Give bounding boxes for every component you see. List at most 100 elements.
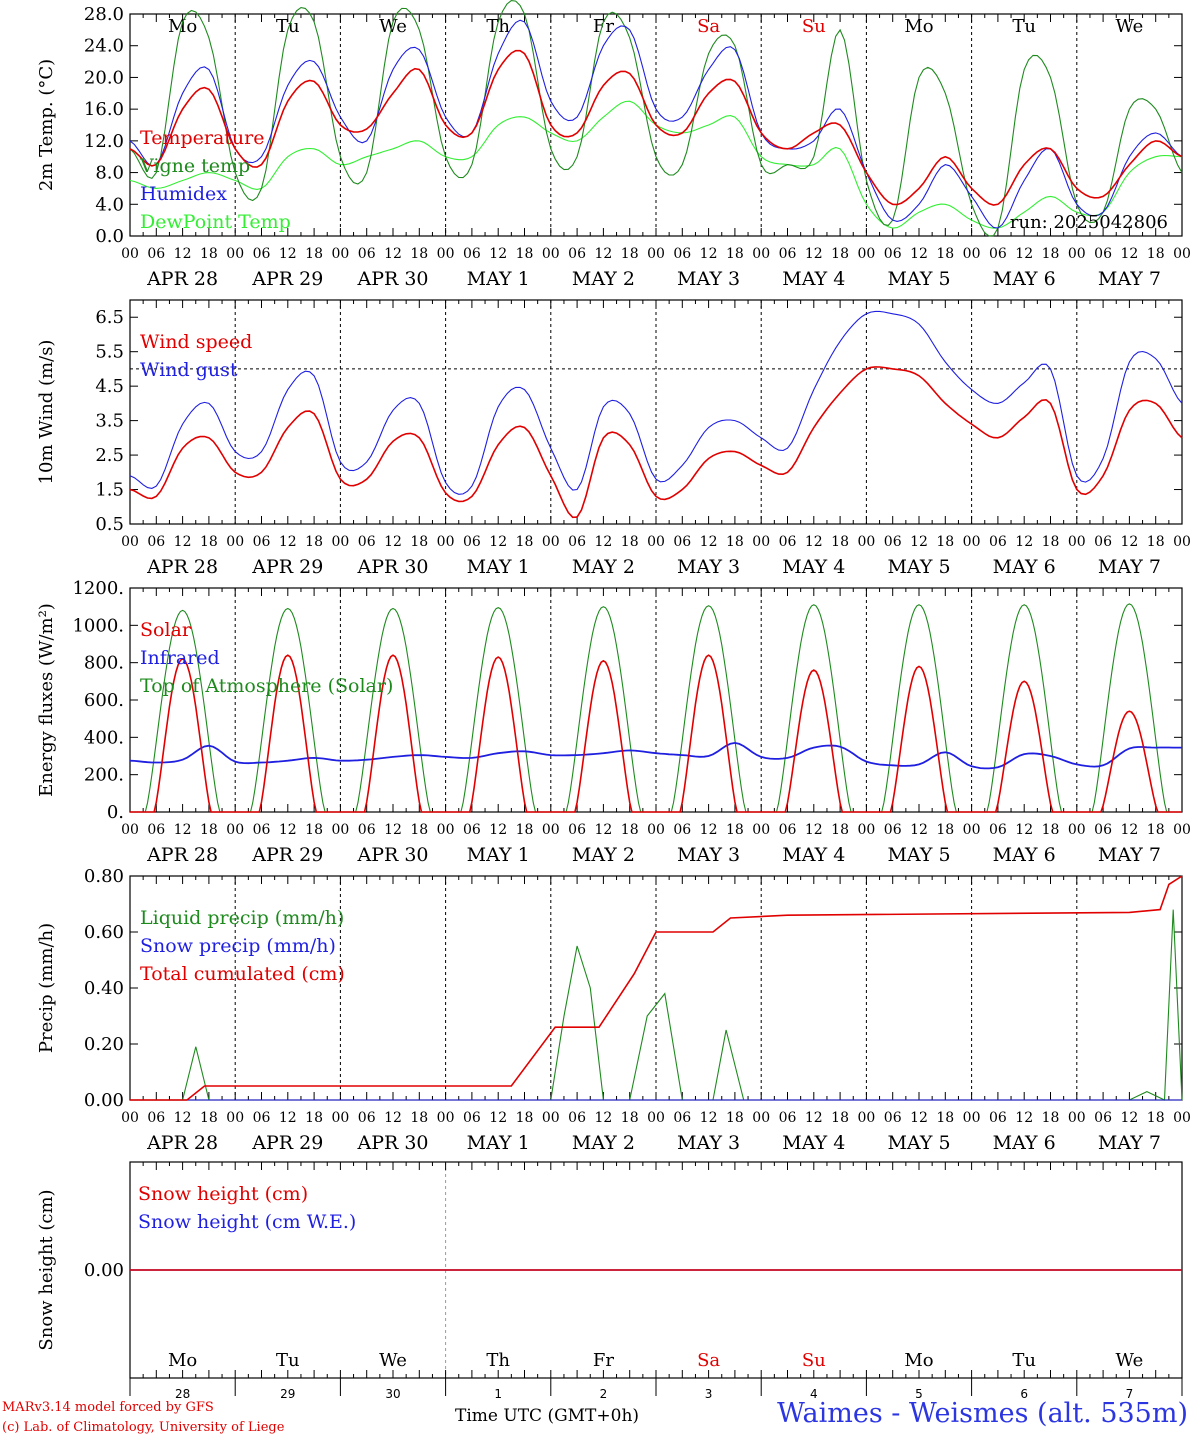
y-tick-label: 1200. [72, 578, 124, 599]
x-date-label: APR 30 [356, 268, 428, 290]
day-name-label: Mo [904, 16, 933, 37]
x-hour-label: 12 [384, 1110, 402, 1126]
x-hour-label: 06 [568, 534, 586, 550]
lab-credit: (c) Lab. of Climatology, University of L… [2, 1420, 285, 1435]
day-name-label: Tu [1012, 16, 1036, 37]
y-axis-label: Snow height (cm) [36, 1189, 57, 1350]
y-tick-label: 800. [84, 653, 124, 674]
x-hour-label: 06 [358, 822, 376, 838]
x-hour-label: 12 [700, 534, 718, 550]
meteogram: 0.0 4.0 8.0 12.0 16.0 20.0 24.0 28.0 2m Temp. (°… [36, 0, 1191, 1400]
x-hour-label: 00 [226, 822, 244, 838]
x-hour-label: 00 [857, 534, 875, 550]
x-hour-label: 06 [673, 1110, 691, 1126]
x-hour-label: 00 [226, 1110, 244, 1126]
y-tick-label: 0.40 [84, 978, 124, 999]
x-hour-label: 18 [1147, 534, 1165, 550]
x-date-label: MAY 7 [1098, 556, 1161, 578]
legend-entry: Snow height (cm W.E.) [138, 1211, 356, 1233]
x-hour-label: 18 [831, 534, 849, 550]
x-hour-label: 00 [647, 1110, 665, 1126]
x-hour-label: 12 [384, 534, 402, 550]
day-number-label: 29 [280, 1387, 295, 1400]
series-line-humidex [129, 19, 1183, 229]
series-line-total-cumulated [130, 875, 1183, 1101]
x-hour-label: 18 [410, 822, 428, 838]
x-hour-label: 18 [831, 1110, 849, 1126]
x-hour-label: 06 [1094, 246, 1112, 262]
day-name-label: Fr [593, 16, 614, 37]
x-hour-label: 00 [1173, 534, 1191, 550]
y-tick-label: 4.5 [95, 376, 124, 397]
day-number-label: 1 [494, 1387, 502, 1400]
x-hour-label: 06 [884, 822, 902, 838]
x-hour-label: 12 [700, 1110, 718, 1126]
x-hour-label: 18 [516, 1110, 534, 1126]
x-hour-label: 18 [200, 534, 218, 550]
x-hour-label: 00 [963, 246, 981, 262]
x-hour-label: 00 [963, 1110, 981, 1126]
day-name-label: Tu [276, 1350, 300, 1371]
x-hour-label: 06 [147, 822, 165, 838]
x-date-label: APR 29 [251, 844, 323, 866]
x-hour-label: 00 [331, 246, 349, 262]
legend-entry: Solar [140, 619, 192, 641]
x-hour-label: 00 [121, 822, 139, 838]
day-name-label: Mo [168, 16, 197, 37]
x-hour-label: 12 [489, 246, 507, 262]
legend-entry: Temperature [140, 127, 264, 149]
y-tick-label: 0.00 [84, 1260, 124, 1281]
x-hour-label: 00 [121, 246, 139, 262]
series-line-wind-gust [129, 310, 1183, 495]
x-hour-label: 06 [463, 246, 481, 262]
day-name-label: Fr [593, 1350, 614, 1371]
y-tick-label: 1000. [72, 615, 124, 636]
x-date-label: MAY 4 [782, 1132, 845, 1154]
x-hour-label: 12 [279, 246, 297, 262]
day-number-label: 5 [915, 1387, 923, 1400]
x-date-label: MAY 3 [677, 844, 740, 866]
x-date-label: MAY 1 [467, 1132, 530, 1154]
day-name-label: Sa [697, 16, 720, 37]
x-date-label: MAY 1 [467, 844, 530, 866]
day-number-label: 28 [175, 1387, 190, 1400]
x-hour-label: 12 [805, 534, 823, 550]
x-hour-label: 00 [437, 1110, 455, 1126]
y-tick-label: 0.60 [84, 922, 124, 943]
y-axis-label: Precip (mm/h) [36, 923, 57, 1053]
x-hour-label: 06 [884, 246, 902, 262]
x-hour-label: 18 [726, 246, 744, 262]
legend-entry: Infrared [140, 647, 220, 669]
x-date-label: MAY 3 [677, 556, 740, 578]
x-date-label: APR 28 [146, 268, 218, 290]
x-hour-label: 18 [516, 246, 534, 262]
x-hour-label: 18 [1147, 246, 1165, 262]
x-hour-label: 00 [1068, 246, 1086, 262]
y-tick-label: 0.0 [95, 226, 124, 247]
x-date-label: MAY 6 [993, 844, 1056, 866]
x-hour-label: 12 [594, 1110, 612, 1126]
x-hour-label: 06 [253, 822, 271, 838]
x-hour-label: 18 [936, 1110, 954, 1126]
legend-entry: Total cumulated (cm) [140, 963, 345, 985]
x-hour-label: 06 [779, 1110, 797, 1126]
x-date-label: MAY 5 [887, 1132, 950, 1154]
x-hour-label: 00 [331, 822, 349, 838]
legend-entry: Wind gust [140, 359, 238, 381]
x-axis-title: Time UTC (GMT+0h) [455, 1406, 640, 1426]
x-hour-label: 18 [200, 822, 218, 838]
run-label: run: 2025042806 [1010, 212, 1168, 233]
x-hour-label: 00 [121, 534, 139, 550]
x-hour-label: 00 [857, 822, 875, 838]
y-tick-label: 600. [84, 690, 124, 711]
x-hour-label: 12 [384, 822, 402, 838]
station-title: Waimes - Weismes (alt. 535m) [777, 1398, 1188, 1429]
x-hour-label: 12 [1120, 822, 1138, 838]
x-hour-label: 00 [542, 1110, 560, 1126]
x-date-label: APR 30 [356, 844, 428, 866]
day-number-label: 7 [1126, 1387, 1134, 1400]
x-date-label: MAY 2 [572, 556, 635, 578]
x-hour-label: 18 [936, 822, 954, 838]
day-name-label: Mo [904, 1350, 933, 1371]
day-name-label: We [1116, 16, 1144, 37]
